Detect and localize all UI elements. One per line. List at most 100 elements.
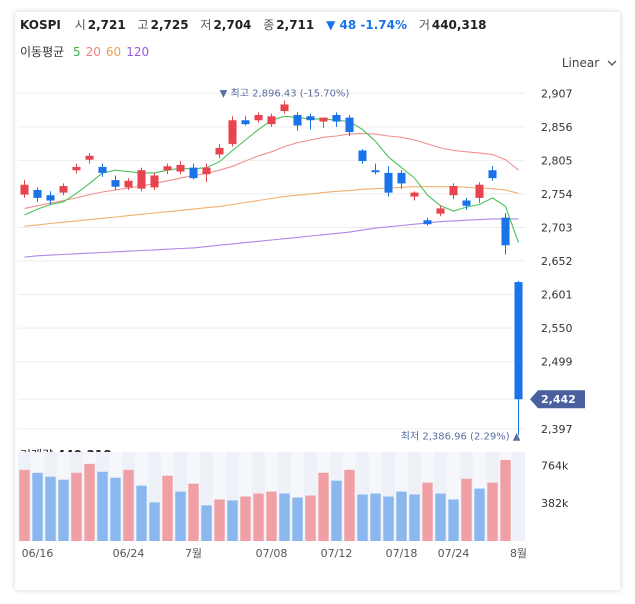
candle-body <box>241 120 250 125</box>
y-tick-label: 2,601 <box>541 289 573 302</box>
ma5-line <box>24 115 520 243</box>
candle-body <box>332 114 341 122</box>
candle-body <box>462 200 471 206</box>
change-value: ▼ 48 -1.74% <box>326 18 407 32</box>
volume-bar <box>71 472 82 541</box>
y-tick-label: 2,652 <box>541 255 573 268</box>
candle-body <box>475 184 484 198</box>
volume-bar <box>344 469 355 541</box>
volume-bar <box>136 485 147 541</box>
candle-body <box>397 172 406 184</box>
volume-label: 거 <box>418 18 430 32</box>
ma120-line <box>24 218 519 258</box>
candle-body <box>436 208 445 214</box>
volume-bar <box>58 479 69 541</box>
candle-body <box>163 166 172 171</box>
volume-bar <box>461 478 472 541</box>
volume-bar <box>331 480 342 541</box>
scale-toggle[interactable]: Linear <box>562 56 617 70</box>
volume-bar <box>84 463 95 541</box>
x-tick-label: 7월 <box>185 547 202 560</box>
x-tick-label: 8월 <box>510 547 527 560</box>
ma-5: 5 <box>73 45 81 59</box>
candle-body <box>306 116 315 121</box>
candle-body <box>423 220 432 225</box>
open-label: 시 <box>74 18 86 32</box>
y-tick-label: 2,907 <box>541 87 573 100</box>
candle-body <box>59 186 68 193</box>
volume-bar <box>266 491 277 541</box>
candle-body <box>280 104 289 112</box>
candle-body <box>488 170 497 179</box>
volume-bar <box>214 499 225 541</box>
ma20-line <box>24 132 519 209</box>
last-price-badge <box>530 390 585 409</box>
y-tick-label: 2,499 <box>541 356 573 369</box>
candle-body <box>293 114 302 126</box>
low-label: 저 <box>200 18 212 32</box>
volume-bar <box>396 491 407 541</box>
x-tick-label: 07/12 <box>321 547 353 560</box>
volume-bar <box>149 502 160 541</box>
candle-body <box>72 166 81 171</box>
low-value: 2,704 <box>213 18 252 32</box>
candle-body <box>98 166 107 173</box>
ma-20: 20 <box>85 45 101 59</box>
volume-bar <box>448 499 459 541</box>
high-value: 2,725 <box>150 18 189 32</box>
volume-bar <box>292 497 303 541</box>
x-tick-label: 06/24 <box>113 547 145 560</box>
volume-bar <box>45 476 56 541</box>
volume-bar <box>318 472 329 541</box>
candle-body <box>371 170 380 173</box>
volume-bar <box>227 500 238 541</box>
ma-label: 이동평균 <box>20 45 65 59</box>
candle-body <box>345 117 354 133</box>
candle-body <box>189 167 198 179</box>
candle-body <box>501 217 510 246</box>
symbol: KOSPI <box>20 18 61 32</box>
x-tick-label: 07/18 <box>386 547 418 560</box>
x-tick-label: 07/24 <box>438 547 470 560</box>
quote-header: KOSPI 시 2,721 고 2,725 저 2,704 종 2,711 ▼ 48 -… <box>20 16 495 33</box>
volume-bar <box>500 459 511 541</box>
volume-bar <box>19 469 30 541</box>
volume-value: 440,318 <box>431 18 487 32</box>
open-value: 2,721 <box>87 18 126 32</box>
y-tick-label: 2,703 <box>541 221 573 234</box>
candle-body <box>267 116 276 125</box>
candle-body <box>228 120 237 144</box>
y-tick-label: 2,856 <box>541 121 573 134</box>
volume-bar <box>110 477 121 541</box>
volume-bar <box>201 505 212 541</box>
ma-60: 60 <box>105 45 122 59</box>
candle-body <box>150 175 159 188</box>
candle-body <box>215 147 224 155</box>
volume-bar <box>383 496 394 541</box>
volume-bar <box>422 482 433 541</box>
y-tick-label: 2,754 <box>541 188 573 201</box>
candle-body <box>254 114 263 121</box>
ma60-line <box>24 186 519 227</box>
x-tick-label: 07/08 <box>256 547 288 560</box>
chevron-down-icon <box>607 60 617 66</box>
close-label: 종 <box>263 18 275 32</box>
volume-bar <box>162 475 173 541</box>
candle-body <box>46 195 55 201</box>
candle-body <box>449 186 458 196</box>
candle-body <box>137 170 146 189</box>
volume-bar <box>487 482 498 541</box>
high-annotation: ▼ 최고 2,896.43 (-15.70%) <box>220 88 350 100</box>
volume-bar <box>240 496 251 541</box>
candle-body <box>410 192 419 197</box>
y-tick-label: 2,550 <box>541 322 573 335</box>
volume-tick-label: 764k <box>541 459 569 472</box>
candle-body <box>384 172 393 193</box>
moving-average-legend[interactable]: 이동평균 5 20 60 120 <box>20 43 154 60</box>
volume-bar <box>474 488 485 541</box>
y-tick-label: 2,805 <box>541 154 573 167</box>
candle-body <box>33 189 42 198</box>
low-annotation: 최저 2,386.96 (2.29%) ▲ <box>401 430 521 442</box>
candle-body <box>358 150 367 162</box>
